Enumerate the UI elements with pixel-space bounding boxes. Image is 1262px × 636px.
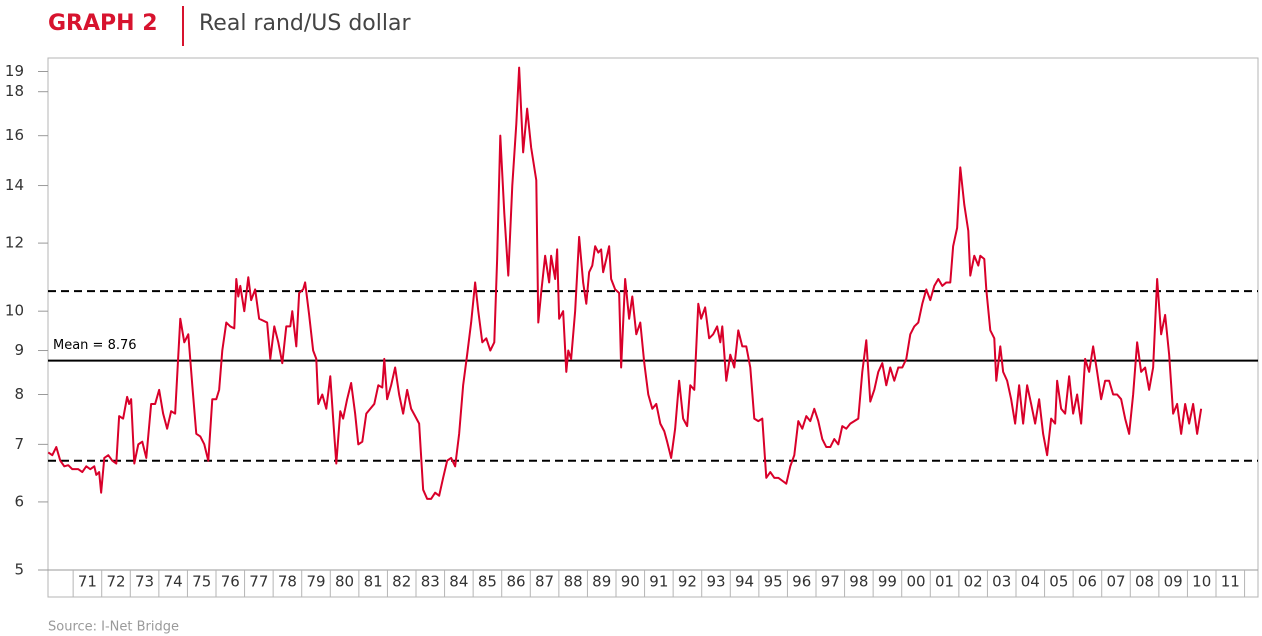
y-tick-label: 19 [5, 62, 24, 80]
x-tick-label: 84 [449, 573, 468, 591]
x-tick-label: 83 [421, 573, 440, 591]
x-tick-label: 92 [678, 573, 697, 591]
x-tick-label: 74 [164, 573, 183, 591]
y-tick-label: 14 [5, 176, 24, 194]
chart-title: GRAPH 2 [48, 11, 158, 36]
mean-label: Mean = 8.76 [53, 338, 137, 353]
x-tick-label: 81 [364, 573, 383, 591]
x-tick-label: 98 [849, 573, 868, 591]
x-tick-label: 94 [735, 573, 754, 591]
x-tick-label: 76 [221, 573, 240, 591]
x-tick-label: 96 [792, 573, 811, 591]
x-tick-label: 77 [249, 573, 268, 591]
x-tick-label: 02 [964, 573, 983, 591]
plot-frame [47, 57, 1259, 598]
x-tick-label: 06 [1078, 573, 1097, 591]
y-tick-label: 8 [14, 385, 24, 403]
x-tick-label: 97 [821, 573, 840, 591]
x-tick-label: 95 [764, 573, 783, 591]
x-tick-label: 01 [935, 573, 954, 591]
chart-subtitle: Real rand/US dollar [199, 11, 411, 36]
y-tick-label: 9 [14, 341, 24, 359]
y-tick-label: 12 [5, 234, 24, 252]
y-tick-label: 5 [14, 561, 24, 579]
x-tick-label: 80 [335, 573, 354, 591]
x-tick-label: 93 [706, 573, 725, 591]
source-note: Source: I-Net Bridge [48, 620, 179, 635]
x-tick-label: 87 [535, 573, 554, 591]
y-tick-label: 7 [14, 435, 24, 453]
x-tick-label: 11 [1221, 573, 1240, 591]
y-tick-label: 18 [5, 82, 24, 100]
x-tick-label: 86 [506, 573, 525, 591]
x-tick-label: 78 [278, 573, 297, 591]
x-tick-label: 04 [1021, 573, 1040, 591]
x-tick-label: 07 [1106, 573, 1125, 591]
data-line [47, 66, 1203, 500]
x-tick-label: 71 [78, 573, 97, 591]
x-tick-label: 08 [1135, 573, 1154, 591]
x-tick-label: 82 [392, 573, 411, 591]
y-tick-label: 16 [5, 126, 24, 144]
x-tick-label: 85 [478, 573, 497, 591]
x-tick-label: 73 [135, 573, 154, 591]
x-tick-label: 99 [878, 573, 897, 591]
x-tick-label: 10 [1192, 573, 1211, 591]
x-tick-label: 00 [906, 573, 925, 591]
x-tick-label: 88 [564, 573, 583, 591]
x-tick-label: 91 [649, 573, 668, 591]
y-tick-label: 6 [14, 492, 24, 510]
x-tick-label: 79 [306, 573, 325, 591]
x-tick-label: 05 [1049, 573, 1068, 591]
x-tick-label: 90 [621, 573, 640, 591]
x-tick-label: 03 [992, 573, 1011, 591]
x-tick-label: 09 [1164, 573, 1183, 591]
y-tick-label: 10 [5, 302, 24, 320]
x-tick-label: 72 [106, 573, 125, 591]
x-tick-label: 89 [592, 573, 611, 591]
x-tick-label: 75 [192, 573, 211, 591]
